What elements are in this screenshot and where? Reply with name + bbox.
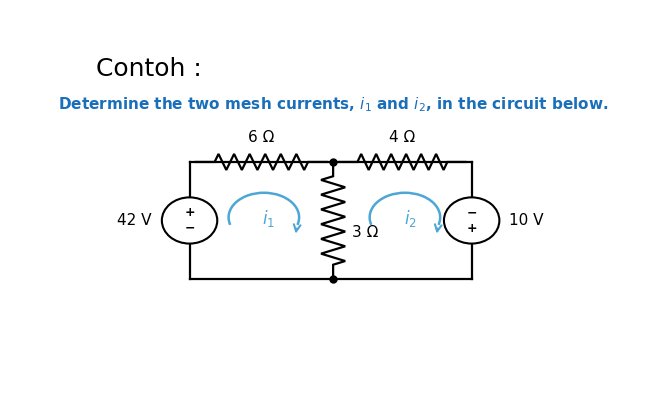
Text: $i_2$: $i_2$ — [404, 208, 417, 230]
Ellipse shape — [162, 197, 217, 244]
Ellipse shape — [444, 197, 499, 244]
Text: −: − — [185, 222, 195, 235]
Text: 42 V: 42 V — [117, 213, 152, 228]
Text: −: − — [467, 206, 477, 219]
Text: 6 Ω: 6 Ω — [248, 130, 274, 145]
Text: +: + — [466, 222, 477, 235]
Text: Determine the two mesh currents, $i_1$ and $i_2$, in the circuit below.: Determine the two mesh currents, $i_1$ a… — [58, 96, 608, 114]
Text: +: + — [184, 206, 195, 219]
Text: 4 Ω: 4 Ω — [389, 130, 415, 145]
Text: 3 Ω: 3 Ω — [352, 225, 379, 240]
Text: $i_1$: $i_1$ — [263, 208, 276, 230]
Text: 10 V: 10 V — [510, 213, 544, 228]
Text: Contoh :: Contoh : — [96, 57, 202, 81]
